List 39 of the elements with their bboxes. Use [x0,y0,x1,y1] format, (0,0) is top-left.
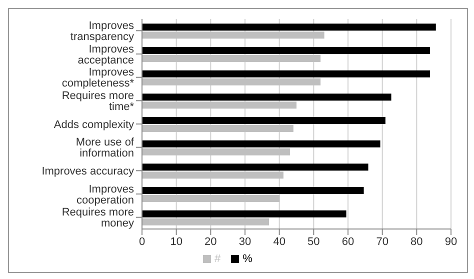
y-tick-label: Improves cooperation [76,183,134,206]
y-tick-label: Adds complexity [54,118,134,131]
bar [142,172,284,179]
bar [142,187,364,194]
bar [142,24,436,31]
y-tick-label: Requires more time* [62,90,135,114]
x-tick-label: 90 [444,236,458,248]
bar [142,148,290,156]
y-tick-label: Improves transparency [70,20,134,44]
y-tick-label: Improves accuracy [42,166,134,178]
bar [142,125,294,132]
bar [142,164,368,171]
x-tick-label: 80 [410,236,423,248]
bar [142,210,346,218]
x-tick-label: 0 [138,236,146,248]
bar [142,195,280,202]
y-tick-label: Improves completeness* [62,66,135,90]
bar [142,78,321,86]
bar [142,140,380,148]
x-tick-label: 30 [238,236,252,248]
bar [142,218,270,226]
x-tick-label: 10 [170,236,182,248]
legend-label: # [214,253,221,265]
x-tick-label: 40 [273,236,286,248]
x-tick-label: 70 [376,236,388,248]
y-tick-label: Improves acceptance [78,43,134,66]
bar [142,70,430,78]
y-tick-label: More use of information [76,136,135,160]
bar [142,55,321,62]
x-tick-label: 20 [204,236,217,248]
y-tick-label: Requires more money [62,206,134,230]
x-tick-label: 50 [308,236,320,248]
legend-label: % [242,253,252,265]
bar [142,102,296,109]
bar [142,47,430,54]
bar [142,32,324,39]
x-tick-label: 60 [342,236,354,248]
bar [142,117,386,124]
bar [142,94,392,101]
